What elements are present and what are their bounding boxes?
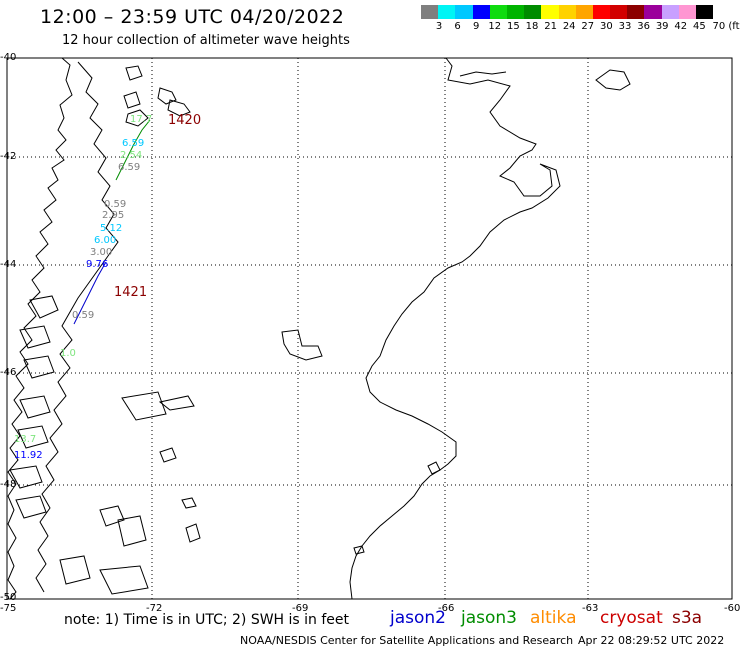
observation-label: 17.7 [130,114,152,125]
legend-swatch-4 [489,5,507,19]
legend-label-7: 24 [562,21,576,32]
argentina-coastline [349,57,561,600]
legend-swatch-8 [558,5,576,19]
altimeter-track-1421 [73,261,107,325]
footer-note: note: 1) Time is in UTC; 2) SWH is in fe… [64,612,350,628]
legend-swatch-13 [644,5,662,19]
observation-label: 6.00 [94,235,116,246]
legend-label-8: 27 [581,21,595,32]
lon-label-66: -66 [438,603,455,614]
credit-line: NOAA/NESDIS Center for Satellite Applica… [240,634,574,647]
observation-labels: 17.76.592.546.590.592.955.126.003.009.76… [14,114,152,461]
lon-label-75: -75 [0,603,17,614]
legend-label-14: 45 [693,21,706,32]
legend-swatch-16 [696,5,714,19]
legend-label-12: 39 [655,21,669,32]
satellite-cryosat: cryosat [600,608,663,628]
legend-label-1: 6 [454,21,461,32]
legend-label-10: 33 [618,21,632,32]
observation-label: 6.59 [118,162,140,173]
lat-label-42: -42 [0,151,17,162]
observation-label: 0.59 [72,310,94,321]
lon-label-69: -69 [292,603,309,614]
legend-swatch-11 [610,5,628,19]
observation-label: 13.7 [14,434,36,445]
legend-swatch-0 [421,5,439,19]
lat-label-40: -40 [0,52,17,63]
observation-label: 5.12 [100,223,122,234]
track-label-1421: 1421 [114,285,147,300]
legend-swatch-15 [678,5,696,19]
legend-label-15: 70 (ft) [712,21,740,32]
color-legend [421,5,714,19]
legend-swatch-2 [455,5,473,19]
legend-label-9: 30 [600,21,613,32]
legend-label-0: 3 [435,21,443,32]
satellite-jason3: jason3 [461,608,517,628]
satellite-jason2: jason2 [390,608,446,628]
chile-coastline [7,57,73,600]
valdes-island [281,329,323,361]
argentina-bay [459,71,507,77]
legend-swatch-14 [661,5,679,19]
generated-timestamp: Apr 22 08:29:52 UTC 2022 [578,634,725,647]
observation-label: 2.95 [102,210,124,221]
observation-label: 1.0 [60,348,76,359]
falkland-style-island [595,69,631,91]
chile-islands [9,65,365,595]
observation-label: 3.00 [90,247,112,258]
legend-label-6: 21 [544,21,557,32]
altimeter-track-1420 [115,119,151,181]
observation-label: 11.92 [14,450,43,461]
chart-subtitle: 12 hour collection of altimeter wave hei… [62,33,350,48]
legend-swatch-3 [472,5,490,19]
chile-inner-coast [35,61,119,593]
legend-label-13: 42 [674,21,688,32]
lat-label-46: -46 [0,367,17,378]
legend-label-5: 18 [525,21,539,32]
track-label-1420: 1420 [168,113,201,128]
observation-label: 0.59 [104,199,126,210]
legend-swatch-9 [575,5,593,19]
map-frame [6,57,733,600]
satellite-altika: altika [530,608,577,628]
legend-swatch-7 [541,5,559,19]
lat-label-44: -44 [0,259,17,270]
legend-label-4: 15 [507,21,520,32]
legend-swatch-12 [627,5,645,19]
satellite-s3a: s3a [672,608,703,628]
observation-label: 6.59 [122,138,144,149]
legend-swatch-1 [438,5,456,19]
observation-label: 9.76 [86,259,108,270]
lat-label-50: -50 [0,592,17,603]
legend-swatch-5 [506,5,525,19]
lat-label-48: -48 [0,479,17,490]
lon-label-60: -60 [724,603,740,614]
legend-swatch-10 [592,5,611,19]
legend-label-2: 9 [473,21,480,32]
lon-label-63: -63 [582,603,599,614]
lon-label-72: -72 [146,603,163,614]
legend-swatch-6 [524,5,542,19]
legend-label-11: 36 [637,21,650,32]
small-island [427,461,441,475]
observation-label: 2.54 [120,150,142,161]
chart-title: 12:00 – 23:59 UTC 04/20/2022 [40,6,345,28]
lat-lon-grid [7,58,732,599]
legend-label-3: 12 [488,21,502,32]
